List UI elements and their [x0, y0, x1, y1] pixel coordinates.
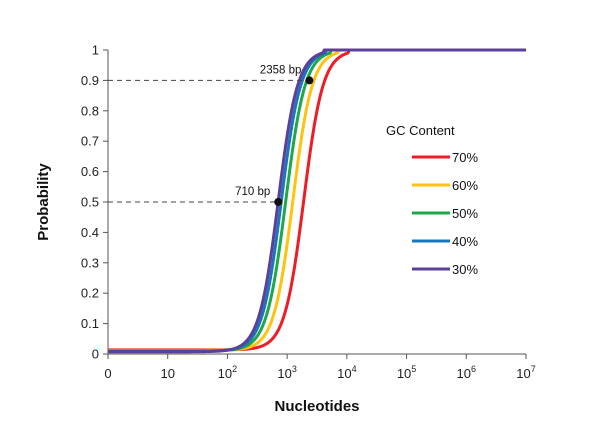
x-tick-label: 105 — [397, 364, 416, 381]
y-tick-label: 0.6 — [81, 164, 99, 179]
y-tick-label: 0.8 — [81, 103, 99, 118]
annotation-dot — [274, 198, 283, 206]
legend-label: 70% — [452, 150, 478, 165]
x-tick-exponent: 7 — [531, 364, 536, 374]
x-tick-base: 0 — [104, 366, 111, 381]
series-line — [107, 48, 527, 352]
x-tick-exponent: 5 — [411, 364, 416, 374]
y-tick-label: 0.4 — [81, 225, 99, 240]
axes — [107, 50, 526, 355]
x-tick-base: 10 — [516, 366, 530, 381]
legend-label: 40% — [452, 234, 478, 249]
x-tick-base: 10 — [218, 366, 232, 381]
x-axis-title: Nucleotides — [274, 398, 359, 415]
x-tick-base: 10 — [457, 366, 471, 381]
legend-label: 60% — [452, 178, 478, 193]
annotation-label: 710 bp — [235, 186, 270, 198]
legend-label: 50% — [452, 206, 478, 221]
y-tick-label: 0 — [92, 347, 99, 362]
x-tick-base: 10 — [337, 366, 351, 381]
legend-label: 30% — [452, 262, 478, 277]
y-tick-label: 0.7 — [81, 134, 99, 149]
y-tick-label: 0.5 — [81, 195, 99, 210]
x-tick-label: 104 — [337, 364, 356, 381]
x-tick-exponent: 2 — [232, 364, 237, 374]
annotations: 2358 bp 710 bp — [108, 64, 314, 206]
x-tick-label: 106 — [457, 364, 476, 381]
legend-title: GC Content — [386, 123, 455, 138]
y-tick-label: 1 — [92, 43, 99, 58]
legend-items: 70% 60% 50% 40% 30% — [412, 150, 478, 277]
y-tick-label: 0.1 — [81, 316, 99, 331]
x-tick-label: 102 — [218, 364, 237, 381]
x-tick-label: 10 — [160, 366, 174, 381]
x-tick-label: 0 — [104, 366, 111, 381]
series-line — [107, 48, 527, 352]
series-line — [107, 48, 527, 353]
x-tick-base: 10 — [160, 366, 174, 381]
x-tick-label: 103 — [277, 364, 296, 381]
annotation-dot — [305, 76, 314, 85]
x-tick-label: 107 — [516, 364, 535, 381]
y-tick-label: 0.2 — [81, 286, 99, 301]
legend: GC Content 70% 60% 50% 40% 30% — [386, 123, 478, 277]
y-tick-label: 0.3 — [81, 255, 99, 270]
x-ticks: 0 10 102 103 104 105 106 107 — [104, 354, 536, 381]
x-tick-base: 10 — [277, 366, 291, 381]
annotation-label: 2358 bp — [260, 64, 302, 76]
series-line — [107, 48, 527, 354]
x-tick-exponent: 3 — [292, 364, 297, 374]
x-tick-exponent: 4 — [352, 364, 357, 374]
y-tick-label: 0.9 — [81, 73, 99, 88]
x-tick-base: 10 — [397, 366, 411, 381]
x-tick-exponent: 6 — [471, 364, 476, 374]
series-line — [107, 48, 527, 353]
y-ticks: 0 0.1 0.2 0.3 0.4 0.5 0.6 0.7 0.8 0.9 1 — [81, 43, 108, 362]
y-axis-title: Probability — [35, 163, 52, 241]
series-lines — [107, 48, 527, 354]
